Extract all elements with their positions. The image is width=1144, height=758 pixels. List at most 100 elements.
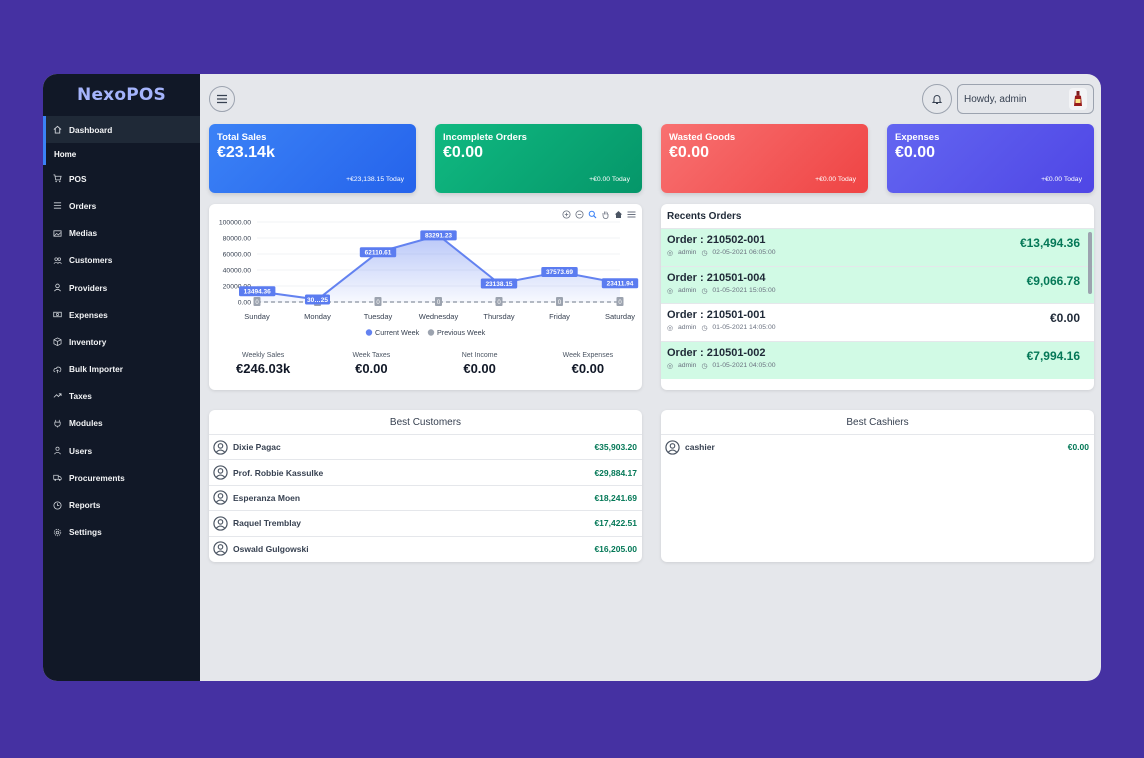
pan-hand-icon[interactable] xyxy=(601,210,610,219)
order-date: 02-05-2021 06:05:00 xyxy=(712,249,776,256)
list-item-amount: €29,884.17 xyxy=(594,467,637,478)
previous-week-data-label: 0 xyxy=(437,300,441,306)
sidebar-item-label: POS xyxy=(69,173,87,184)
sidebar-item-reports[interactable]: Reports xyxy=(43,491,200,518)
order-row[interactable]: Order : 210502-001 ◎ admin ◷ 02-05-2021 06:0… xyxy=(661,228,1094,266)
sidebar-item-label: Expenses xyxy=(69,309,108,320)
sidebar-item-procurements[interactable]: Procurements xyxy=(43,464,200,491)
card-subtext: +€0.00 Today xyxy=(815,176,856,183)
best-cashiers-list: cashier €0.00 xyxy=(661,434,1094,459)
list-item[interactable]: Esperanza Moen €18,241.69 xyxy=(209,484,642,510)
order-date: 01-05-2021 14:05:00 xyxy=(712,324,776,332)
clock-icon: ◷ xyxy=(701,325,708,333)
sidebar-item-providers[interactable]: Providers xyxy=(43,274,200,301)
stat-value: €0.00 xyxy=(571,361,605,376)
stat-label: Week Taxes xyxy=(352,352,391,359)
best-customers-list: Dixie Pagac €35,903.20 Prof. Robbie Kassul… xyxy=(209,434,642,561)
sidebar-item-settings[interactable]: Settings xyxy=(43,519,200,546)
sidebar-item-modules[interactable]: Modules xyxy=(43,410,200,437)
user-circle-icon xyxy=(665,440,680,455)
order-user: admin xyxy=(677,286,697,294)
sidebar-item-expenses[interactable]: Expenses xyxy=(43,301,200,328)
previous-week-label-box xyxy=(435,297,442,306)
chart-menu-icon[interactable] xyxy=(627,210,636,219)
previous-week-data-label: 0 xyxy=(497,300,501,306)
sidebar-item-inventory[interactable]: Inventory xyxy=(43,328,200,355)
legend-marker-current xyxy=(365,329,373,336)
user-greeting: Howdy, admin xyxy=(964,93,1027,105)
card-title: Expenses xyxy=(895,132,940,143)
user-icon: ◎ xyxy=(667,325,673,333)
list-item[interactable]: cashier €0.00 xyxy=(661,434,1094,459)
list-item-name: cashier xyxy=(685,442,715,453)
list-item-name: Oswald Gulgowski xyxy=(233,543,309,554)
zoom-out-icon[interactable] xyxy=(575,210,584,219)
previous-week-label-box xyxy=(616,297,624,306)
avatar xyxy=(1069,88,1087,110)
topbar: Howdy, admin xyxy=(209,74,1094,124)
list-item-left: cashier xyxy=(665,440,715,455)
list-item-left: Raquel Tremblay xyxy=(213,516,301,531)
order-row[interactable]: Order : 210501-002 ◎ admin ◷ 01-05-2021 04:0… xyxy=(661,341,1094,379)
sidebar-item-dashboard[interactable]: Dashboard xyxy=(43,116,200,143)
previous-week-label-box xyxy=(253,297,261,306)
reset-home-icon[interactable] xyxy=(614,210,623,219)
sidebar-item-users[interactable]: Users xyxy=(43,437,200,464)
recent-orders-panel: Recents Orders Order : 210502-001 ◎ admin ◷… xyxy=(661,204,1094,390)
order-row[interactable]: Order : 210501-001 ◎ admin ◷ 01-05-2021 14:0… xyxy=(661,303,1094,341)
images-icon xyxy=(53,229,62,238)
sidebar-item-label: Medias xyxy=(69,228,98,239)
box-icon xyxy=(53,337,62,347)
list-item-amount: €17,422.51 xyxy=(594,518,637,529)
sidebar-item-orders[interactable]: Orders xyxy=(43,192,200,219)
x-tick-label: Thursday xyxy=(483,312,515,321)
current-week-label-box xyxy=(480,278,518,289)
list-item-amount: €16,205.00 xyxy=(594,543,637,554)
orders-scrollbar[interactable] xyxy=(1088,232,1092,294)
previous-week-data-label: 0 xyxy=(618,300,622,306)
order-user: admin xyxy=(677,324,697,332)
x-tick-label: Friday xyxy=(549,312,570,321)
clock-icon: ◷ xyxy=(701,250,708,257)
sidebar-item-label: Taxes xyxy=(69,391,92,402)
user-circle-icon xyxy=(213,440,228,455)
sidebar-item-taxes[interactable]: Taxes xyxy=(43,383,200,410)
zoom-in-icon[interactable] xyxy=(562,210,571,219)
magnifier-icon[interactable] xyxy=(588,210,597,219)
sidebar-group-dashboard: Dashboard Home xyxy=(43,116,200,166)
order-row[interactable]: Order : 210501-004 ◎ admin ◷ 01-05-2021 15:0… xyxy=(661,265,1094,304)
card-subtext: +€23,138.15 Today xyxy=(346,176,404,183)
y-tick-label: 0.00 xyxy=(238,300,251,307)
previous-week-data-label: 0 xyxy=(376,300,380,306)
sidebar-item-pos[interactable]: POS xyxy=(43,165,200,192)
sidebar-item-label: Modules xyxy=(69,418,103,429)
sidebar-item-medias[interactable]: Medias xyxy=(43,220,200,247)
app-logo: NexoPOS xyxy=(77,85,166,105)
menu-toggle-button[interactable] xyxy=(209,86,235,112)
stat-label: Week Expenses xyxy=(562,352,614,359)
current-week-data-label: 13494.36 xyxy=(244,289,271,296)
bell-icon xyxy=(931,95,943,104)
notifications-button[interactable] xyxy=(922,84,952,114)
order-code: Order : 210501-004 xyxy=(667,271,766,284)
list-item-left: Dixie Pagac xyxy=(213,440,281,455)
clock-icon: ◷ xyxy=(701,287,708,295)
list-item[interactable]: Dixie Pagac €35,903.20 xyxy=(209,434,642,459)
sidebar-item-bulk-importer[interactable]: Bulk Importer xyxy=(43,356,200,383)
stat-value: €0.00 xyxy=(355,361,388,376)
card-title: Total Sales xyxy=(217,132,267,143)
x-tick-label: Monday xyxy=(304,312,331,321)
list-item[interactable]: Prof. Robbie Kassulke €29,884.17 xyxy=(209,459,642,484)
list-item-name: Dixie Pagac xyxy=(233,442,281,453)
user-circle-icon xyxy=(213,541,228,556)
user-menu[interactable]: Howdy, admin xyxy=(957,84,1094,114)
sidebar-subitem-home[interactable]: Home xyxy=(43,143,200,166)
order-code: Order : 210502-001 xyxy=(667,234,766,246)
app-window: NexoPOS Dashboard Home POS Orders Medias Cu… xyxy=(43,74,1101,681)
current-week-data-label: 83291.23 xyxy=(425,233,452,240)
sidebar-item-label: Settings xyxy=(69,527,102,538)
card-value: €0.00 xyxy=(895,144,936,161)
list-item[interactable]: Oswald Gulgowski €16,205.00 xyxy=(209,535,642,561)
sidebar-item-customers[interactable]: Customers xyxy=(43,247,200,274)
list-item[interactable]: Raquel Tremblay €17,422.51 xyxy=(209,510,642,535)
